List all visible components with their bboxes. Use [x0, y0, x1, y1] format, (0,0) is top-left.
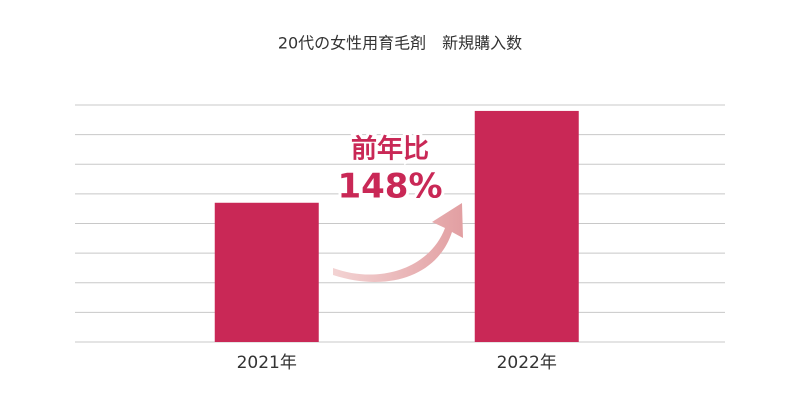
annotation-value: 148% — [337, 167, 442, 207]
bar — [214, 202, 319, 342]
x-tick-label: 2022年 — [497, 353, 557, 373]
grid — [75, 104, 725, 343]
growth-arrow — [333, 203, 463, 282]
annotation-label: 前年比 — [351, 134, 429, 165]
chart-title: 20代の女性用育毛剤 新規購入数 — [278, 34, 522, 53]
x-tick-label: 2021年 — [237, 353, 297, 373]
bar — [474, 110, 579, 342]
